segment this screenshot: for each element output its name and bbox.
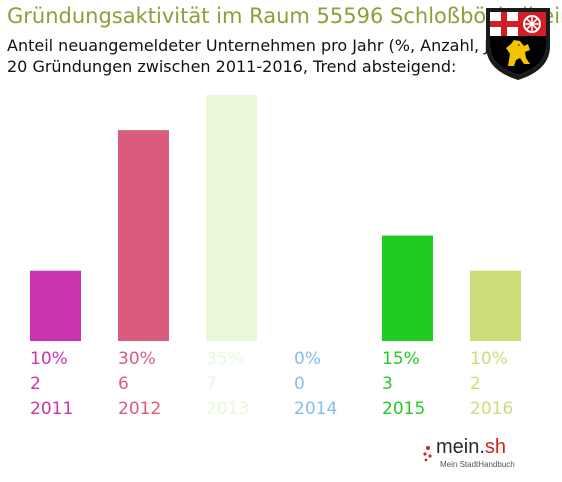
percent-label-2012: 30% <box>118 349 156 369</box>
year-label-2016: 2016 <box>470 399 513 419</box>
year-label-2012: 2012 <box>118 399 161 419</box>
bar-2015 <box>382 235 433 341</box>
bar-2011 <box>30 270 81 341</box>
count-label-2014: 0 <box>294 374 305 394</box>
count-label-2012: 6 <box>118 374 129 394</box>
percent-label-2015: 15% <box>382 349 420 369</box>
brand-name-main: mein. <box>436 436 485 458</box>
percent-label-2013: 35% <box>206 349 244 369</box>
brand-name-suffix: sh <box>484 436 507 458</box>
year-label-2014: 2014 <box>294 399 337 419</box>
bar-2013 <box>206 95 257 341</box>
percent-label-2014: 0% <box>294 349 321 369</box>
count-label-2013: 7 <box>206 374 217 394</box>
year-label-2015: 2015 <box>382 399 425 419</box>
bar-2016 <box>470 270 521 341</box>
count-label-2015: 3 <box>382 374 393 394</box>
bar-2012 <box>118 130 169 341</box>
year-label-2011: 2011 <box>30 399 73 419</box>
coat-of-arms-icon <box>486 8 550 80</box>
year-label-2013: 2013 <box>206 399 249 419</box>
chart-title: Gründungsaktivität im Raum 55596 Schloßb… <box>7 4 562 28</box>
count-label-2016: 2 <box>470 374 481 394</box>
mein-sh-logo: mein.sh Mein StadtHandbuch <box>420 434 530 474</box>
brand-tagline: Mein StadtHandbuch <box>440 460 515 469</box>
chart-summary: 20 Gründungen zwischen 2011-2016, Trend … <box>7 57 457 76</box>
chart-subtitle: Anteil neuangemeldeter Unternehmen pro J… <box>7 36 522 55</box>
count-label-2011: 2 <box>30 374 41 394</box>
city-map-icon <box>423 446 432 462</box>
percent-label-2011: 10% <box>30 349 68 369</box>
brand-name: mein.sh <box>436 436 506 459</box>
percent-label-2016: 10% <box>470 349 508 369</box>
